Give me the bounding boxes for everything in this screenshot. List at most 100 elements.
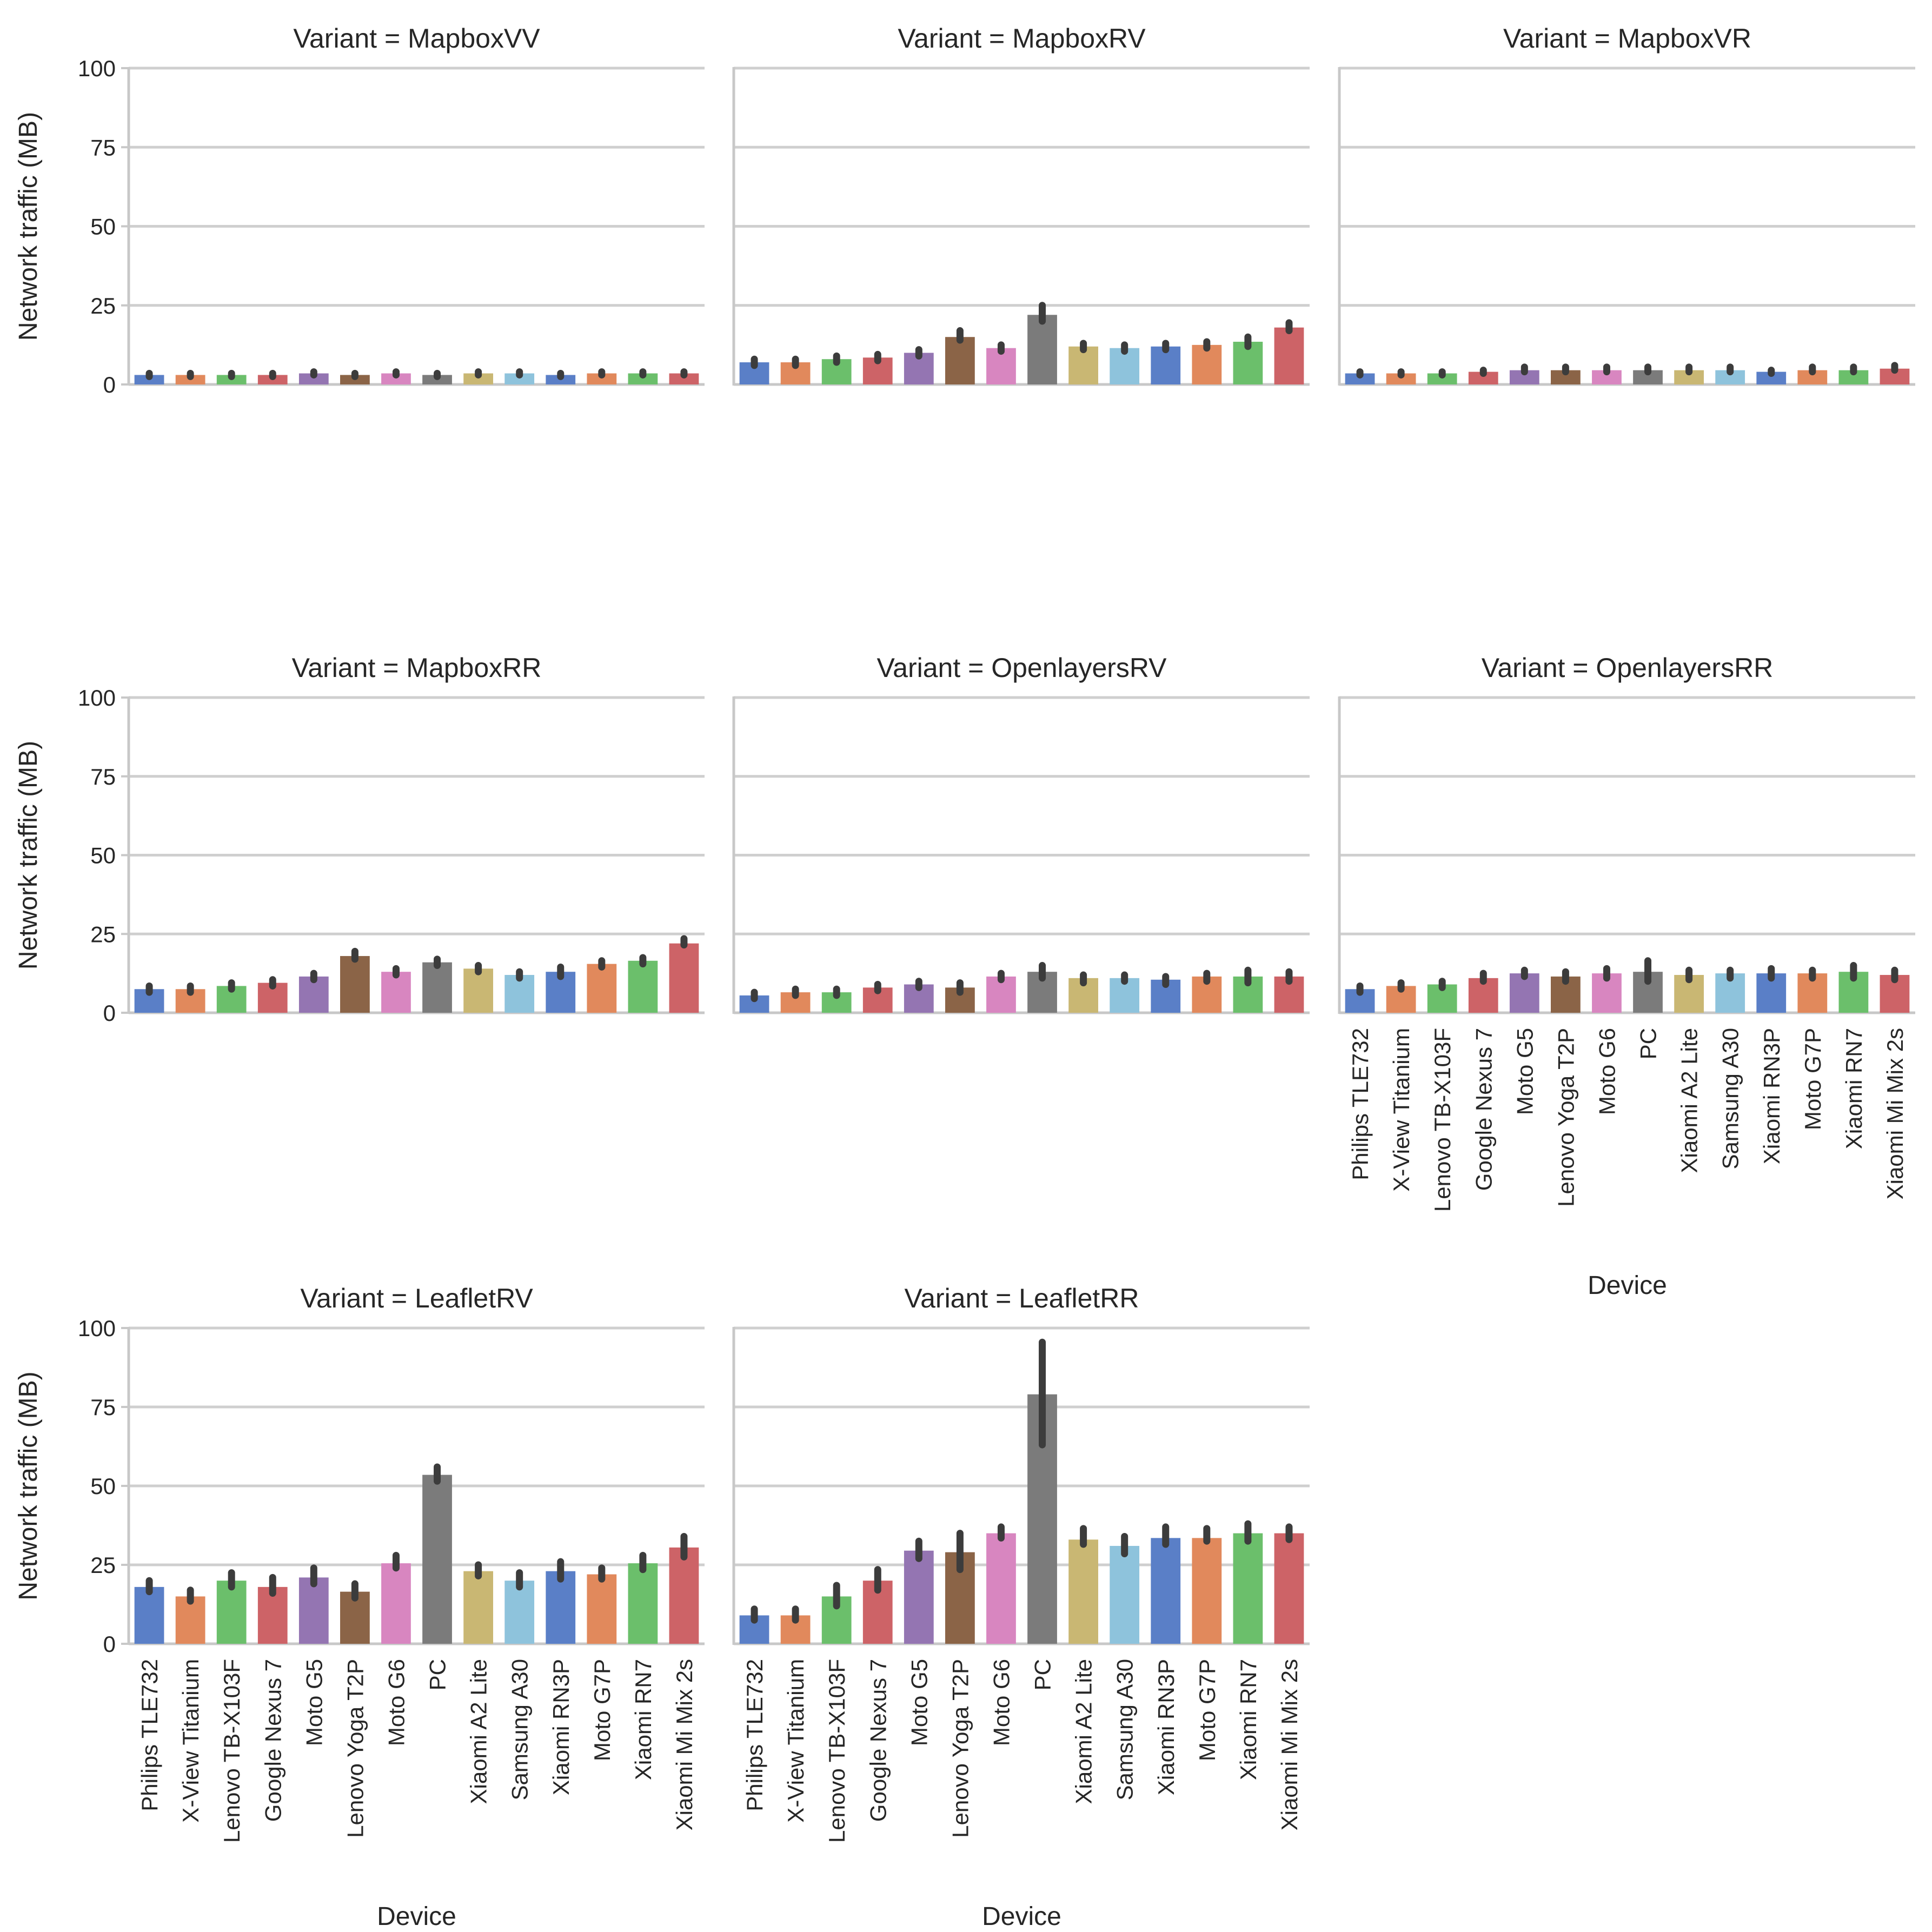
x-tick-label: Philips TLE732 (742, 1659, 767, 1811)
bar-xiaomi-rn7 (628, 1563, 658, 1644)
x-tick-label: Lenovo TB-X103F (1430, 1028, 1455, 1212)
x-tick-label: Samsung A30 (507, 1659, 533, 1801)
bar-lenovo-yoga-t2p (340, 956, 370, 1013)
x-tick-label: Moto G6 (383, 1659, 409, 1746)
panel-title: Variant = MapboxRV (898, 23, 1146, 54)
x-tick-label: Xiaomi A2 Lite (1677, 1028, 1702, 1173)
y-tick-label: 50 (90, 843, 116, 868)
x-tick-label: PC (1636, 1028, 1661, 1059)
x-tick-label: Google Nexus 7 (1471, 1028, 1496, 1191)
y-tick-label: 100 (78, 1316, 116, 1341)
bar-moto-g7p (587, 964, 617, 1013)
x-tick-label: Xiaomi RN3P (1153, 1659, 1179, 1795)
x-tick-label: Lenovo Yoga T2P (342, 1659, 368, 1838)
panel-leafletrv: Variant = LeafletRV 0 25 50 75 100 Network tra… (14, 1283, 705, 1931)
x-tick-label: X-View Titanium (783, 1659, 808, 1823)
x-tick-label: Lenovo TB-X103F (219, 1659, 244, 1843)
y-tick-label: 100 (78, 685, 116, 711)
bar-moto-g7p (1192, 1538, 1222, 1644)
bar-moto-g6 (381, 373, 411, 384)
panel-mapboxrr: Variant = MapboxRR 0 25 50 75 100 Network traf… (14, 653, 705, 1026)
bar-moto-g5 (298, 373, 329, 384)
panel-mapboxrv: Variant = MapboxRV (732, 23, 1310, 386)
x-tick-label: Moto G6 (988, 1659, 1014, 1746)
bar-moto-g7p (587, 373, 617, 384)
x-axis-label: Device (1588, 1271, 1667, 1300)
bar-pc (422, 962, 452, 1013)
bar-xiaomi-a2-lite (463, 373, 493, 384)
panel-title: Variant = LeafletRR (904, 1283, 1139, 1313)
x-tick-label: Samsung A30 (1112, 1659, 1138, 1801)
x-tick-label: X-View Titanium (1389, 1028, 1414, 1192)
x-tick-label: Moto G5 (906, 1659, 932, 1746)
panel-title: Variant = OpenlayersRR (1482, 653, 1774, 683)
x-tick-label: Moto G6 (1594, 1028, 1619, 1115)
x-tick-label: Moto G5 (301, 1659, 327, 1746)
bar-moto-g6 (381, 972, 411, 1013)
bar-xiaomi-a2-lite (463, 968, 493, 1013)
x-tick-label: Samsung A30 (1718, 1028, 1743, 1170)
x-tick-label: Google Nexus 7 (260, 1659, 286, 1822)
panel-title: Variant = LeafletRV (300, 1283, 533, 1313)
y-tick-label: 75 (90, 135, 116, 160)
y-tick-label: 0 (103, 1000, 116, 1026)
bar-xiaomi-rn3p (1151, 1538, 1181, 1644)
bar-pc (1027, 315, 1057, 384)
bar-philips-tle732 (134, 1586, 164, 1644)
bar-xiaomi-rn7 (628, 960, 658, 1013)
bar-xiaomi-rn3p (1756, 371, 1787, 384)
panel-leafletrr: Variant = LeafletRR Philips TLE732 X-View … (732, 1283, 1310, 1931)
bar-moto-g7p (587, 1574, 617, 1644)
bar-lenovo-yoga-t2p (945, 337, 975, 384)
x-tick-label: Xiaomi A2 Lite (1071, 1659, 1097, 1804)
x-tick-label: PC (1030, 1659, 1055, 1690)
x-tick-label: Xiaomi A2 Lite (466, 1659, 492, 1804)
x-tick-label: Moto G5 (1512, 1028, 1537, 1115)
bar-xiaomi-mi-mix-2s (669, 943, 699, 1013)
panel-title: Variant = MapboxRR (292, 653, 542, 683)
x-tick-label: Xiaomi Mi Mix 2s (1277, 1659, 1302, 1830)
x-tick-label: Moto G7P (1800, 1028, 1825, 1130)
bar-xiaomi-mi-mix-2s (1274, 1533, 1304, 1644)
x-tick-label: PC (425, 1659, 450, 1690)
bar-pc (422, 1475, 452, 1644)
bar-samsung-a30 (1110, 1545, 1140, 1644)
x-tick-label: X-View Titanium (178, 1659, 203, 1823)
x-tick-label: Xiaomi RN7 (1236, 1659, 1261, 1780)
panel-openlayersrv: Variant = OpenlayersRV (732, 653, 1310, 1014)
bar-lenovo-tb-x103f (1427, 373, 1457, 384)
x-tick-label: Google Nexus 7 (865, 1659, 891, 1822)
panel-title: Variant = OpenlayersRV (877, 653, 1167, 683)
x-axis-label: Device (377, 1902, 456, 1931)
y-tick-label: 50 (90, 214, 116, 240)
x-tick-label: Lenovo TB-X103F (824, 1659, 849, 1843)
bar-samsung-a30 (504, 373, 535, 384)
bar-xiaomi-rn7 (628, 373, 658, 384)
y-tick-label: 50 (90, 1473, 116, 1499)
bar-lenovo-tb-x103f (216, 1581, 247, 1644)
x-tick-label: Lenovo Yoga T2P (947, 1659, 973, 1838)
bar-moto-g6 (986, 1533, 1016, 1644)
bar-google-nexus-7 (1468, 371, 1498, 384)
y-axis-label: Network traffic (MB) (14, 112, 43, 341)
y-tick-label: 0 (103, 372, 116, 397)
panel-mapboxvr: Variant = MapboxVR (1338, 23, 1915, 386)
bar-moto-g5 (904, 1550, 934, 1644)
y-axis-label: Network traffic (MB) (14, 1371, 43, 1600)
panel-mapboxvv: Variant = MapboxVV 0 25 50 75 100 Network traf… (14, 23, 705, 397)
bar-xiaomi-rn3p (546, 1571, 576, 1644)
x-tick-label: Xiaomi Mi Mix 2s (672, 1659, 697, 1830)
y-tick-label: 25 (90, 921, 116, 947)
bar-moto-g5 (298, 1577, 329, 1644)
x-tick-label: Philips TLE732 (137, 1659, 162, 1811)
y-tick-label: 25 (90, 1552, 116, 1578)
bar-samsung-a30 (504, 1581, 535, 1644)
x-tick-label: Xiaomi RN7 (630, 1659, 656, 1780)
x-tick-label: Xiaomi RN7 (1841, 1028, 1867, 1149)
x-tick-label: Lenovo Yoga T2P (1553, 1028, 1578, 1207)
bar-xiaomi-rn7 (1233, 1533, 1263, 1644)
x-tick-label: Xiaomi RN3P (1759, 1028, 1784, 1164)
x-tick-label: Philips TLE732 (1347, 1028, 1373, 1180)
bar-x-view-titanium (1386, 373, 1416, 384)
